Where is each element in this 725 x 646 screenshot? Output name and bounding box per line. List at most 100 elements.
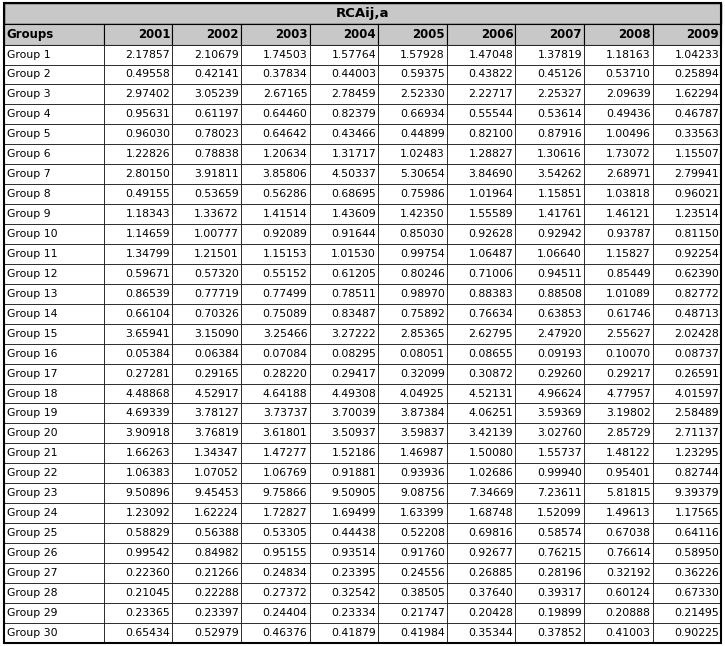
Text: 0.41879: 0.41879 <box>331 628 376 638</box>
Bar <box>310 423 378 443</box>
Text: 3.59837: 3.59837 <box>400 428 444 439</box>
Text: 2.67165: 2.67165 <box>262 89 307 99</box>
Text: 4.69339: 4.69339 <box>125 408 170 419</box>
Text: 0.25894: 0.25894 <box>674 70 719 79</box>
Bar <box>584 164 652 184</box>
Bar <box>447 623 515 643</box>
Bar <box>241 45 310 65</box>
Bar <box>104 324 173 344</box>
Text: 3.76819: 3.76819 <box>194 428 239 439</box>
Bar <box>515 124 584 144</box>
Bar <box>241 543 310 563</box>
Bar <box>584 483 652 503</box>
Bar <box>104 184 173 204</box>
Bar <box>447 603 515 623</box>
Bar <box>241 85 310 105</box>
Text: 0.87916: 0.87916 <box>537 129 582 140</box>
Text: 3.27222: 3.27222 <box>331 329 376 339</box>
Text: 1.73072: 1.73072 <box>606 149 650 160</box>
Bar <box>310 543 378 563</box>
Bar <box>104 404 173 423</box>
Bar <box>515 24 584 45</box>
Text: 4.96624: 4.96624 <box>537 388 582 399</box>
Text: 0.96021: 0.96021 <box>674 189 719 199</box>
Text: 0.61205: 0.61205 <box>331 269 376 279</box>
Bar <box>515 65 584 85</box>
Text: 0.61197: 0.61197 <box>194 109 239 120</box>
Bar <box>652 623 721 643</box>
Text: 0.23334: 0.23334 <box>331 608 376 618</box>
Bar <box>515 105 584 124</box>
Bar <box>310 65 378 85</box>
Text: 3.85806: 3.85806 <box>262 169 307 179</box>
Text: Group 2: Group 2 <box>7 70 50 79</box>
Text: 1.42350: 1.42350 <box>400 209 444 219</box>
Text: 0.66104: 0.66104 <box>125 309 170 318</box>
Bar <box>584 24 652 45</box>
Text: 0.58574: 0.58574 <box>537 528 582 538</box>
Text: 0.24556: 0.24556 <box>400 568 444 578</box>
Bar <box>4 404 104 423</box>
Text: 2.47920: 2.47920 <box>537 329 582 339</box>
Bar <box>104 284 173 304</box>
Bar <box>104 264 173 284</box>
Bar <box>4 483 104 503</box>
Text: Group 8: Group 8 <box>7 189 50 199</box>
Bar <box>104 563 173 583</box>
Text: 0.59375: 0.59375 <box>400 70 444 79</box>
Bar <box>241 563 310 583</box>
Text: 3.42139: 3.42139 <box>468 428 513 439</box>
Bar <box>4 204 104 224</box>
Bar <box>4 523 104 543</box>
Bar <box>241 523 310 543</box>
Bar <box>241 144 310 164</box>
Text: 1.17565: 1.17565 <box>674 508 719 518</box>
Text: 0.08655: 0.08655 <box>468 349 513 359</box>
Text: 0.06384: 0.06384 <box>194 349 239 359</box>
Text: 1.28827: 1.28827 <box>468 149 513 160</box>
Bar <box>4 284 104 304</box>
Bar <box>310 623 378 643</box>
Text: 1.46987: 1.46987 <box>400 448 444 459</box>
Text: 0.07084: 0.07084 <box>262 349 307 359</box>
Bar <box>584 583 652 603</box>
Text: 0.53614: 0.53614 <box>537 109 582 120</box>
Bar <box>378 264 447 284</box>
Text: 0.36226: 0.36226 <box>674 568 719 578</box>
Bar <box>447 583 515 603</box>
Bar <box>378 503 447 523</box>
Text: 1.52099: 1.52099 <box>537 508 582 518</box>
Text: 0.08051: 0.08051 <box>399 349 444 359</box>
Text: 4.06251: 4.06251 <box>468 408 513 419</box>
Text: 0.10070: 0.10070 <box>605 349 650 359</box>
Bar <box>173 184 241 204</box>
Bar <box>241 483 310 503</box>
Bar <box>310 264 378 284</box>
Bar <box>652 423 721 443</box>
Text: 0.23397: 0.23397 <box>194 608 239 618</box>
Text: 1.62294: 1.62294 <box>674 89 719 99</box>
Bar <box>447 463 515 483</box>
Text: 3.87384: 3.87384 <box>400 408 444 419</box>
Bar <box>378 603 447 623</box>
Bar <box>104 124 173 144</box>
Text: 1.72827: 1.72827 <box>262 508 307 518</box>
Text: 3.05239: 3.05239 <box>194 89 239 99</box>
Bar <box>378 144 447 164</box>
Bar <box>104 344 173 364</box>
Text: 1.06640: 1.06640 <box>537 249 582 259</box>
Text: 1.34799: 1.34799 <box>125 249 170 259</box>
Text: 0.19899: 0.19899 <box>537 608 582 618</box>
Text: 0.76614: 0.76614 <box>606 548 650 558</box>
Text: 0.41003: 0.41003 <box>605 628 650 638</box>
Text: 0.64116: 0.64116 <box>674 528 719 538</box>
Bar <box>378 384 447 404</box>
Text: Group 14: Group 14 <box>7 309 57 318</box>
Bar <box>584 384 652 404</box>
Bar <box>104 603 173 623</box>
Text: 0.20428: 0.20428 <box>468 608 513 618</box>
Bar <box>447 423 515 443</box>
Bar <box>4 65 104 85</box>
Bar <box>4 304 104 324</box>
Bar <box>584 65 652 85</box>
